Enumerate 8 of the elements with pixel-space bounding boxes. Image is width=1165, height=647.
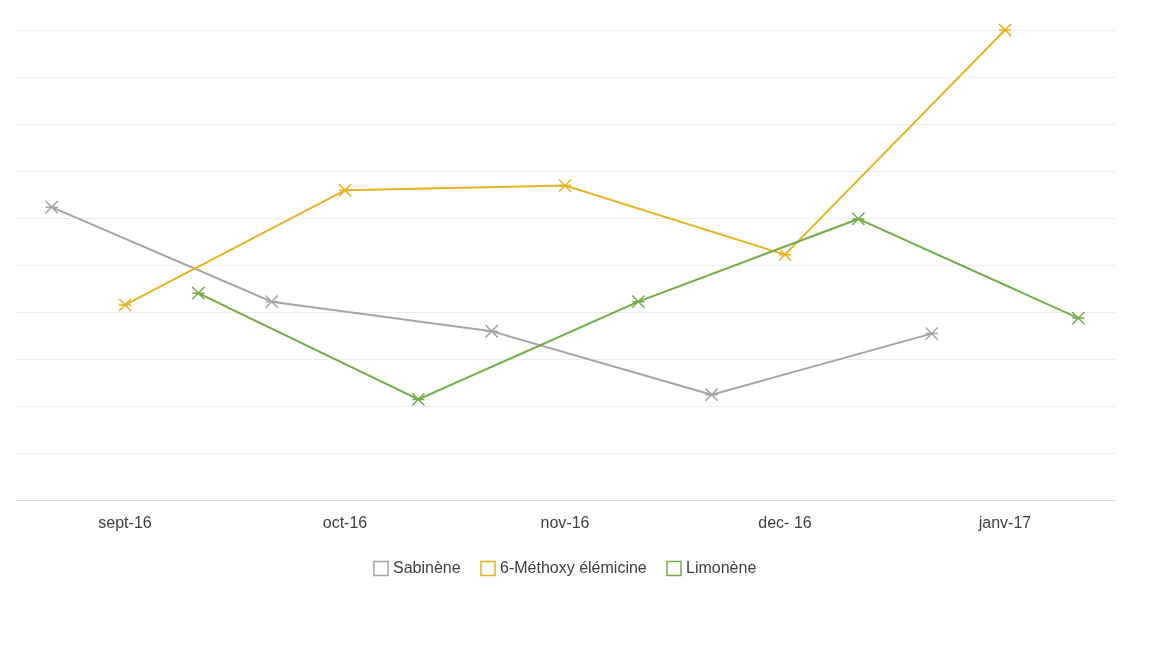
- x-tick-label: janv-17: [977, 513, 1032, 531]
- x-tick-label: oct-16: [322, 513, 368, 531]
- x-tick-label: sept-16: [98, 513, 152, 531]
- x-tick-label: dec- 16: [758, 513, 812, 531]
- legend-label: Limonène: [686, 559, 757, 577]
- legend-label: 6-Méthoxy élémicine: [500, 559, 647, 577]
- legend-label: Sabinène: [393, 559, 461, 577]
- x-tick-label: nov-16: [540, 513, 590, 531]
